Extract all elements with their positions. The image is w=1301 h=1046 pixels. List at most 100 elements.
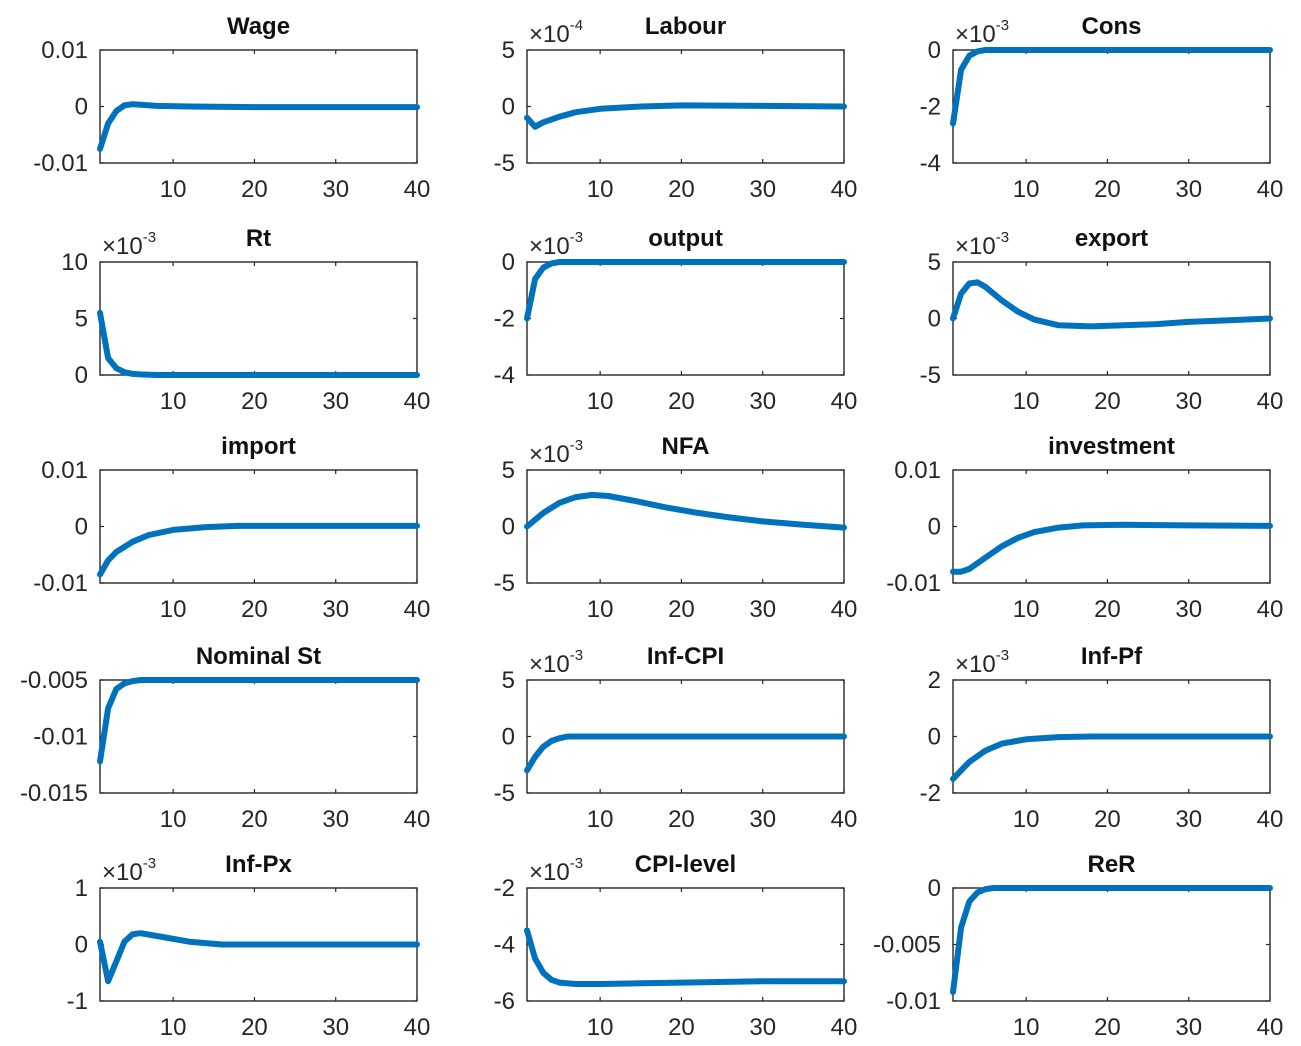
x-tick-label: 10 [160,388,187,415]
axis-multiplier-exponent: -3 [143,855,156,872]
axis-multiplier: ×10-3 [102,229,156,260]
y-tick-label: 10 [61,249,88,276]
subplot-title: output [648,225,723,252]
x-tick-label: 10 [587,806,614,833]
y-tick-label: 5 [75,306,88,333]
axis-multiplier-exponent: -3 [996,647,1009,664]
subplot-title: Labour [645,13,726,40]
series-line [97,522,420,578]
x-tick-label: 20 [241,596,268,623]
y-tick-label: -0.01 [33,724,88,751]
series-line [950,733,1273,782]
x-tick-label: 10 [160,176,187,203]
x-tick-label: 40 [831,1014,858,1041]
subplot-title: Nominal St [196,643,321,670]
subplot-investment: 10 20 30 40 0.01 0 -0.01 investment [886,433,1283,623]
x-tick-label: 40 [404,806,431,833]
x-tick-label: 10 [1013,806,1040,833]
x-tick-label: 20 [1094,806,1121,833]
x-tick-label: 30 [1175,388,1202,415]
x-tick-label: 20 [1094,176,1121,203]
y-tick-label: -1 [67,988,88,1015]
y-tick-label: 0 [502,249,515,276]
series-line [97,309,420,378]
x-tick-label: 40 [831,176,858,203]
y-tick-label: 0 [928,875,941,902]
x-tick-label: 10 [587,596,614,623]
x-tick-label: 20 [668,1014,695,1041]
y-tick-label: 0 [502,94,515,121]
x-tick-label: 20 [241,806,268,833]
axis-multiplier: ×10-3 [529,647,583,678]
subplot-title: CPI-level [635,851,736,878]
subplot-title: Rt [246,225,271,252]
x-tick-label: 10 [160,806,187,833]
series-line [97,101,420,152]
x-tick-label: 30 [749,388,776,415]
subplot-wage: 10 20 30 40 0.01 0 -0.01 Wage [33,13,430,203]
x-tick-label: 40 [1257,1014,1284,1041]
series-line [524,102,847,130]
y-tick-label: -5 [494,780,515,807]
subplot-cons: 10 20 30 40 0 -2 -4 Cons ×10-3 [920,13,1284,203]
x-tick-label: 20 [1094,1014,1121,1041]
y-tick-label: -0.01 [886,570,941,597]
series-line [950,885,1273,995]
plot-frame [952,49,1271,164]
subplot-title: Wage [227,13,290,40]
y-tick-label: -4 [494,362,515,389]
axis-multiplier-exponent: -4 [570,17,583,34]
series-line [97,930,420,985]
subplot-nominal-st: 10 20 30 40 -0.005 -0.01 -0.015 Nominal St [20,643,430,833]
x-tick-label: 10 [1013,176,1040,203]
y-tick-label: 5 [502,37,515,64]
subplot-title: NFA [662,433,710,460]
y-tick-label: -2 [494,875,515,902]
axis-multiplier: ×10-3 [955,229,1009,260]
x-tick-label: 30 [1175,806,1202,833]
y-tick-label: 5 [502,457,515,484]
y-tick-label: -4 [494,932,515,959]
axis-multiplier: ×10-3 [102,855,156,886]
y-tick-label: 0 [928,514,941,541]
x-tick-label: 40 [831,596,858,623]
subplot-title: investment [1048,433,1175,460]
x-tick-label: 20 [241,176,268,203]
y-tick-label: -5 [920,362,941,389]
x-tick-label: 20 [1094,388,1121,415]
y-tick-label: -2 [494,306,515,333]
y-tick-label: 0 [928,37,941,64]
subplot-output: 10 20 30 40 0 -2 -4 output ×10-3 [494,225,858,415]
subplot-title: Inf-Pf [1081,643,1143,670]
x-tick-label: 10 [1013,388,1040,415]
x-tick-label: 30 [749,596,776,623]
x-tick-label: 20 [668,176,695,203]
x-tick-label: 30 [749,806,776,833]
y-tick-label: -0.01 [33,150,88,177]
axis-multiplier: ×10-3 [529,229,583,260]
y-tick-label: 0.01 [41,457,88,484]
x-tick-label: 40 [831,388,858,415]
x-tick-label: 30 [322,1014,349,1041]
series-line [524,733,847,774]
subplot-rer: 10 20 30 40 0 -0.005 -0.01 ReR [873,851,1283,1041]
axis-multiplier: ×10-4 [529,17,583,48]
x-tick-label: 30 [1175,596,1202,623]
subplot-cpi-level: 10 20 30 40 -2 -4 -6 CPI-level ×10-3 [494,851,858,1041]
subplot-title: import [221,433,296,460]
series-line [524,259,847,322]
y-tick-label: -2 [920,94,941,121]
y-tick-label: -6 [494,988,515,1015]
y-tick-label: 0 [928,306,941,333]
axis-multiplier: ×10-3 [955,647,1009,678]
axis-multiplier: ×10-3 [529,855,583,886]
axis-multiplier-exponent: -3 [570,437,583,454]
axis-multiplier-exponent: -3 [143,229,156,246]
y-tick-label: -4 [920,150,941,177]
plot-frame [952,887,1271,1002]
